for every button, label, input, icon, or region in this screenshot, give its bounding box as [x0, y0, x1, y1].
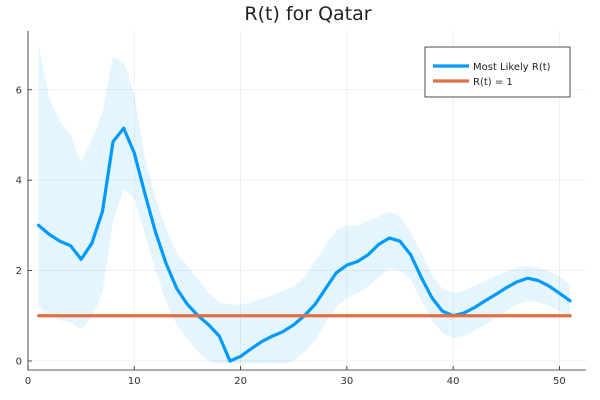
chart-title: R(t) for Qatar [244, 3, 371, 25]
legend: Most Likely R(t) R(t) = 1 [424, 46, 571, 98]
y-tick-label: 6 [16, 85, 22, 96]
x-tick-label: 30 [340, 376, 353, 387]
confidence-band [38, 44, 571, 364]
legend-label-r-equals-one: R(t) = 1 [473, 77, 513, 88]
x-tick-label: 50 [553, 376, 566, 387]
legend-label-most-likely: Most Likely R(t) [473, 62, 551, 73]
x-tick-label: 40 [447, 376, 460, 387]
y-tick-label: 2 [16, 266, 22, 277]
x-tick-label: 10 [128, 376, 141, 387]
y-tick-label: 4 [16, 176, 22, 187]
y-tick-label: 0 [16, 356, 22, 367]
x-tick-label: 20 [234, 376, 247, 387]
x-tick-label: 0 [25, 376, 31, 387]
legend-box [424, 46, 571, 98]
